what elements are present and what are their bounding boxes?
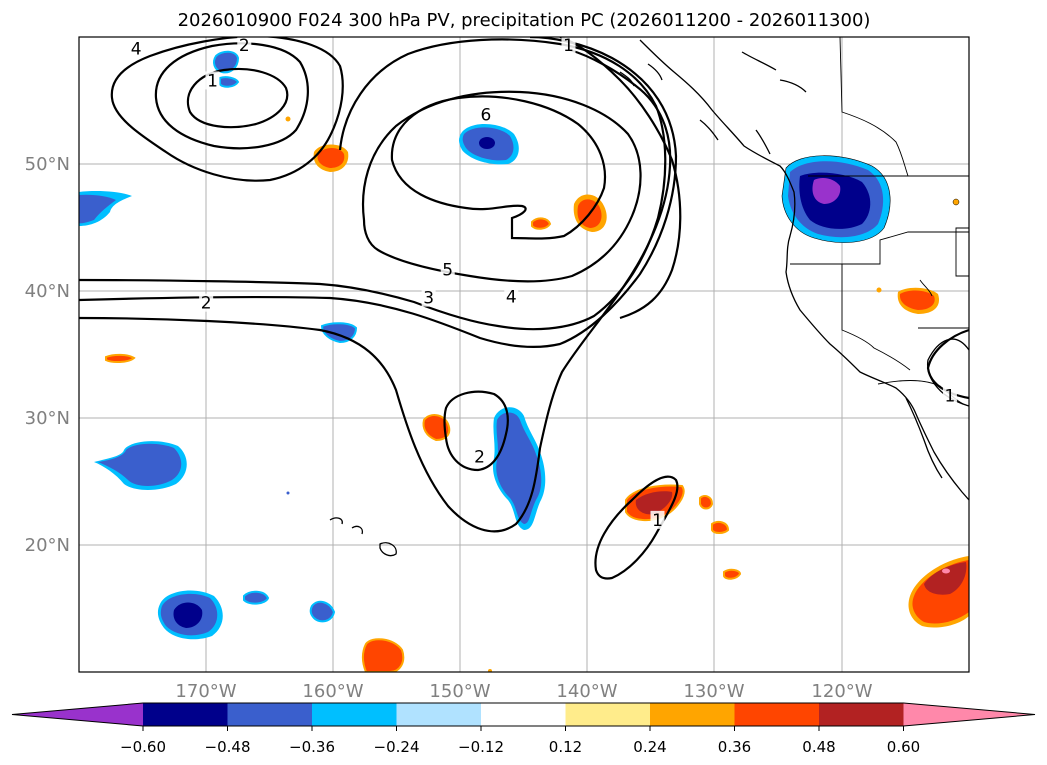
lon-tick-label: 130°W: [683, 681, 744, 702]
lon-tick-labels: 170°W 160°W 150°W 140°W 130°W 120°W: [175, 681, 872, 702]
pv-contour-label: 4: [506, 287, 517, 307]
pv-contour-label: 1: [945, 386, 956, 406]
pv-contour-label-bg: [478, 105, 493, 124]
colorbar-tick-label: −0.36: [289, 738, 335, 756]
colorbar-swatch: [819, 703, 904, 726]
pv-contour-label-bg: [421, 288, 436, 307]
pv-contour-1-south: [594, 475, 679, 580]
colorbar-swatch: [481, 703, 566, 726]
colorbar-swatch: [12, 703, 143, 726]
pv-contour-label-bg: [561, 37, 576, 54]
pv-contour-label: 5: [442, 261, 453, 281]
pv-contour-label-bg: [237, 37, 252, 54]
pv-contour-label: 6: [480, 106, 491, 126]
lat-tick-label: 20°N: [25, 535, 70, 556]
lat-tick-label: 30°N: [25, 408, 70, 429]
colorbar-swatch: [396, 703, 482, 726]
pv-contour-label-bg: [472, 447, 487, 466]
lon-tick-label: 140°W: [556, 681, 617, 702]
pv-contours: [79, 37, 969, 580]
pv-contour-label-bg: [205, 71, 220, 90]
pv-contour-label-bg: [440, 260, 455, 279]
coastlines: [329, 37, 969, 557]
pv-contour-1-topright: [559, 37, 682, 320]
pv-contour-label: 4: [131, 40, 142, 60]
pv-contour-2-lobe: [443, 390, 509, 472]
colorbar-swatch: [312, 703, 397, 726]
pv-contour-label-bg: [129, 39, 144, 58]
colorbar-tick-label: −0.12: [458, 738, 504, 756]
pv-contour-2-main: [79, 48, 672, 533]
lat-tick-label: 40°N: [25, 281, 70, 302]
colorbar-swatch: [650, 703, 735, 726]
pv-contour-label: 3: [423, 289, 434, 309]
map-title: 2026010900 F024 300 hPa PV, precipitatio…: [178, 10, 871, 31]
pv-contour-label: 2: [474, 447, 485, 467]
colorbar-tick-label: 0.60: [887, 738, 920, 756]
colorbar-tick-label: −0.24: [374, 738, 420, 756]
pv-contour-1-north: [186, 67, 289, 129]
lon-tick-label: 170°W: [175, 681, 236, 702]
pv-contour-label-bg: [504, 287, 519, 306]
pv-contour-label: 1: [207, 71, 218, 91]
colorbar: −0.60 −0.48 −0.36 −0.24 −0.12 0.12 0.24 0.36 0.4…: [11, 702, 1036, 756]
pv-contour-label: 1: [652, 511, 663, 531]
pv-contour-5: [361, 90, 642, 283]
colorbar-tick-label: −0.48: [205, 738, 251, 756]
colorbar-tick-label: 0.12: [549, 738, 582, 756]
lat-tick-labels: 50°N 40°N 30°N 20°N: [25, 154, 70, 556]
lon-tick-label: 160°W: [302, 681, 363, 702]
precip-shading: [79, 50, 969, 672]
pv-contour-label: 1: [563, 36, 574, 56]
lon-tick-label: 120°W: [811, 681, 872, 702]
pv-contour-label-bg: [199, 293, 214, 312]
lon-tick-label: 150°W: [429, 681, 490, 702]
colorbar-tick-label: −0.60: [120, 738, 166, 756]
colorbar-tick-label: 0.24: [633, 738, 666, 756]
map-frame: [78, 36, 970, 673]
pv-contour-label: 2: [201, 294, 212, 314]
pv-contour-label: 2: [239, 36, 250, 56]
pv-contour-3: [79, 37, 678, 348]
pv-contour-2-north: [154, 42, 309, 150]
lat-tick-label: 50°N: [25, 154, 70, 175]
colorbar-tick-label: 0.48: [802, 738, 835, 756]
colorbar-swatch: [143, 703, 228, 726]
pv-contour-6: [390, 95, 606, 240]
map-area: 4 2 1 1 6 5 4 3 2 2 1 1: [79, 36, 969, 672]
colorbar-swatch: [734, 703, 820, 726]
pv-contour-4-north: [110, 37, 344, 182]
pv-contour-label-bg: [650, 510, 665, 529]
colorbar-swatch: [565, 703, 651, 726]
colorbar-swatch: [903, 703, 1035, 726]
pv-contour-labels: 4 2 1 1 6 5 4 3 2 2 1 1: [129, 36, 957, 531]
colorbar-tick-label: 0.36: [718, 738, 751, 756]
colorbar-swatch: [227, 703, 313, 726]
pv-contour-label-bg: [942, 386, 957, 405]
